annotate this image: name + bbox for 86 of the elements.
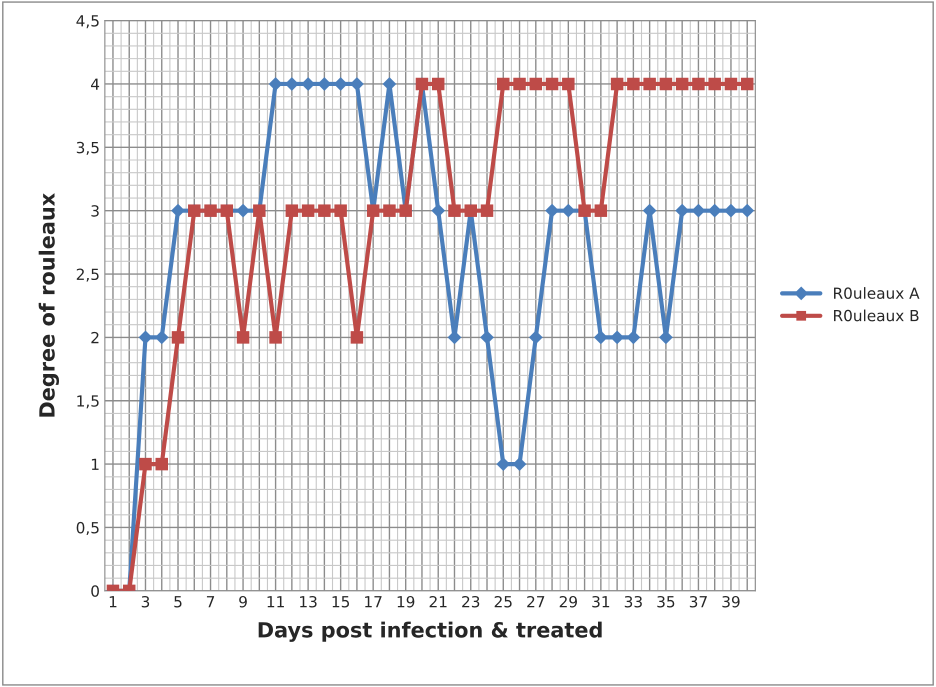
point [643, 78, 656, 90]
point [562, 78, 575, 90]
point [512, 457, 526, 471]
point [740, 204, 754, 218]
point [513, 78, 526, 90]
point [432, 78, 444, 90]
y-tick-label: 3,5 [76, 142, 99, 155]
point [530, 78, 542, 90]
x-tick-label: 29 [560, 596, 577, 608]
x-tick-label: 35 [657, 596, 674, 608]
point [138, 330, 152, 344]
point [724, 204, 738, 218]
y-tick-label: 4,5 [76, 15, 99, 28]
point [236, 204, 250, 218]
x-tick-label: 39 [722, 596, 740, 608]
point [610, 78, 624, 90]
legend-label: R0uleaux B [834, 310, 919, 322]
point [546, 78, 558, 90]
point [610, 330, 624, 344]
point [594, 330, 608, 344]
point [594, 204, 608, 217]
point [497, 78, 510, 90]
point [626, 330, 640, 344]
point [675, 204, 690, 218]
y-tick-label: 2,5 [76, 268, 99, 282]
point [302, 204, 314, 217]
x-axis-title: Days post infection & treated [258, 622, 602, 642]
point [692, 78, 705, 90]
point [660, 78, 672, 90]
y-tick-label: 1,5 [77, 395, 99, 408]
x-tick-label: 11 [268, 596, 284, 608]
x-tick-label: 25 [494, 596, 512, 608]
point [236, 331, 250, 344]
x-tick-label: 15 [332, 596, 350, 608]
x-tick-label: 27 [527, 596, 544, 608]
point [724, 78, 738, 90]
x-tick-label: 7 [206, 596, 214, 608]
point [268, 77, 282, 91]
point [154, 330, 169, 344]
point [740, 78, 754, 90]
x-tick-label: 3 [142, 596, 150, 608]
y-tick-label: 4 [91, 78, 100, 90]
point [448, 204, 461, 217]
point [627, 78, 640, 90]
y-tick-label: 2 [91, 332, 98, 344]
point [334, 204, 347, 217]
x-tick-label: 5 [174, 596, 182, 608]
point [545, 204, 559, 218]
point [496, 457, 510, 471]
point [383, 204, 396, 217]
point [480, 330, 494, 344]
point [318, 77, 332, 91]
point [676, 78, 688, 90]
x-tick-label: 33 [624, 596, 642, 608]
point [561, 204, 576, 218]
y-tick-label: 1 [92, 458, 99, 470]
point [318, 204, 331, 217]
point [480, 204, 494, 217]
x-tick-label: 13 [300, 596, 317, 608]
y-axis-title: Degree of rouleaux [38, 193, 60, 417]
x-tick-label: 37 [690, 596, 707, 608]
point [350, 77, 364, 91]
point [269, 331, 282, 344]
point [301, 77, 315, 91]
x-tick-label: 9 [239, 596, 247, 608]
point [692, 204, 706, 218]
x-tick-label: 23 [462, 596, 480, 608]
point [286, 204, 298, 217]
x-tick-label: 1 [110, 596, 116, 608]
y-tick-label: 3 [91, 205, 99, 217]
x-tick-label: 31 [592, 596, 610, 608]
point [171, 204, 185, 218]
point [528, 330, 543, 344]
point [156, 458, 168, 470]
point [139, 458, 152, 470]
point [708, 204, 722, 218]
point [708, 78, 721, 90]
x-tick-label: 17 [365, 596, 382, 608]
point [350, 331, 364, 344]
legend-label: R0uleaux A [834, 287, 920, 299]
x-tick-label: 19 [398, 596, 414, 608]
point [431, 204, 446, 218]
y-tick-label: 0 [91, 585, 99, 597]
y-tick-label: 0,5 [76, 522, 99, 536]
x-tick-label: 21 [430, 596, 447, 608]
point [172, 331, 184, 344]
